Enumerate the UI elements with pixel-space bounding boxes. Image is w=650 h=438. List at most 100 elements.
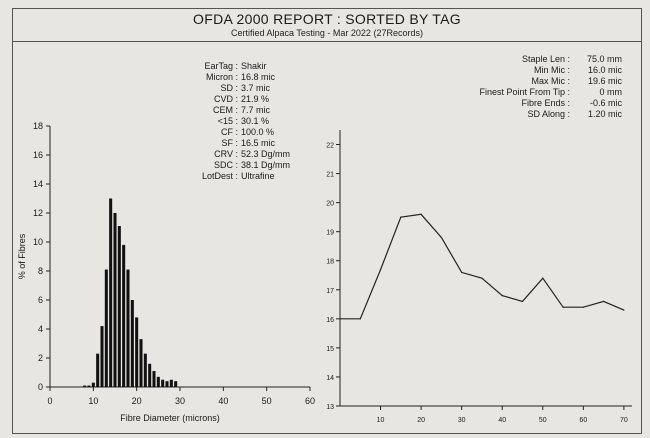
profile-y-tick-label: 19 [326, 230, 334, 237]
profile-y-tick-label: 18 [326, 259, 334, 266]
stat-label: Min Mic : [534, 65, 570, 75]
micron-profile-point [582, 306, 584, 308]
histogram-bar [96, 353, 100, 387]
stat-label: SD : [220, 83, 238, 93]
stat-label: CRV : [214, 149, 238, 159]
histogram-bar [165, 381, 169, 387]
profile-y-tick-label: 17 [326, 288, 334, 295]
micron-profile-point [359, 318, 361, 320]
histogram-bar [87, 385, 91, 387]
histogram-bar [135, 317, 139, 387]
stat-value: 52.3 Dg/mm [241, 149, 291, 159]
micron-profile-point [420, 213, 422, 215]
profile-y-tick-label: 15 [326, 346, 334, 353]
stat-value: Shakir [241, 61, 267, 71]
stat-value: 21.9 % [241, 94, 270, 104]
stat-value: -0.6 mic [589, 98, 622, 108]
histogram-bar [100, 326, 104, 387]
profile-x-tick-label: 40 [498, 417, 506, 424]
histogram-bar [130, 300, 134, 387]
stat-label: Staple Len : [521, 54, 570, 64]
micron-profile-point [521, 300, 524, 303]
profile-y-tick-label: 13 [326, 404, 334, 411]
profile-y-tick-label: 22 [326, 143, 334, 150]
micron-profile-line [340, 213, 625, 320]
x-tick-label: 40 [218, 396, 228, 406]
y-tick-label: 0 [38, 382, 43, 392]
histogram-bar [143, 353, 147, 387]
micron-profile-point [440, 236, 442, 239]
histogram-bar [113, 213, 117, 387]
stat-label: Max Mic : [531, 76, 570, 86]
stat-label: SF : [221, 138, 238, 148]
x-tick-label: 60 [305, 396, 315, 406]
x-axis-title: Fibre Diameter (microns) [120, 413, 220, 423]
y-tick-label: 2 [38, 353, 43, 363]
profile-y-tick-label: 14 [326, 375, 334, 382]
report-title: OFDA 2000 REPORT : SORTED BY TAG [193, 11, 461, 27]
histogram-bar [139, 339, 143, 387]
histogram-bar [109, 198, 113, 387]
x-tick-label: 10 [88, 396, 98, 406]
histogram-bar [104, 269, 108, 387]
micron-profile-point [562, 306, 564, 308]
y-tick-label: 8 [38, 266, 43, 276]
stat-value: 0 mm [599, 87, 623, 97]
y-tick-label: 4 [38, 324, 43, 334]
stat-value: 19.6 mic [587, 76, 622, 86]
stat-value: 38.1 Dg/mm [241, 160, 291, 170]
histogram-bar [148, 363, 152, 387]
histogram-bar [169, 379, 173, 387]
x-tick-label: 30 [175, 396, 185, 406]
stat-label: <15 : [217, 116, 238, 126]
stat-value: Ultrafine [241, 171, 275, 181]
stat-label: SD Along : [527, 109, 570, 119]
stat-value: 16.8 mic [241, 72, 276, 82]
micron-profile-point [603, 300, 605, 303]
stat-value: 1.20 mic [587, 109, 622, 119]
y-tick-label: 14 [33, 179, 43, 189]
y-tick-label: 6 [38, 295, 43, 305]
stat-value: 75.0 mm [586, 54, 622, 64]
micron-profile-point [623, 309, 625, 311]
histogram-bar [156, 376, 160, 387]
histogram-bar [161, 379, 165, 387]
micron-profile-point [501, 295, 503, 297]
histogram-bar [126, 269, 130, 387]
histogram-bar [122, 244, 126, 387]
stat-label: Finest Point From Tip : [479, 87, 570, 97]
report-subtitle: Certified Alpaca Testing - Mar 2022 (27R… [231, 28, 423, 38]
histogram-bar [83, 385, 87, 387]
stat-label: EarTag : [204, 61, 238, 71]
profile-y-tick-label: 21 [326, 172, 334, 179]
stat-label: CEM : [212, 105, 238, 115]
micron-profile-point [542, 277, 544, 279]
micron-profile-point [339, 318, 341, 320]
report-header: OFDA 2000 REPORT : SORTED BY TAG Certifi… [12, 8, 642, 42]
stat-label: CF : [221, 127, 238, 137]
profile-x-tick-label: 60 [579, 417, 587, 424]
profile-y-tick-label: 20 [326, 201, 334, 208]
stat-value: 30.1 % [241, 116, 270, 126]
x-tick-label: 20 [132, 396, 142, 406]
profile-x-tick-label: 20 [417, 417, 425, 424]
y-tick-label: 16 [33, 150, 43, 160]
micron-profile-point [400, 216, 402, 218]
y-tick-label: 12 [33, 208, 43, 218]
histogram-bar [91, 382, 95, 387]
stat-label: SDC : [213, 160, 238, 170]
y-axis-title: % of Fibres [17, 233, 27, 279]
histogram-bar [117, 226, 121, 387]
y-tick-label: 10 [33, 237, 43, 247]
x-tick-label: 0 [47, 396, 52, 406]
profile-x-tick-label: 50 [539, 417, 547, 424]
profile-x-tick-label: 70 [620, 417, 628, 424]
profile-y-tick-label: 16 [326, 317, 334, 324]
x-tick-label: 50 [262, 396, 272, 406]
stat-value: 16.0 mic [587, 65, 622, 75]
micron-profile-point [379, 268, 382, 271]
report-frame [12, 8, 642, 434]
stat-label: Fibre Ends : [521, 98, 570, 108]
